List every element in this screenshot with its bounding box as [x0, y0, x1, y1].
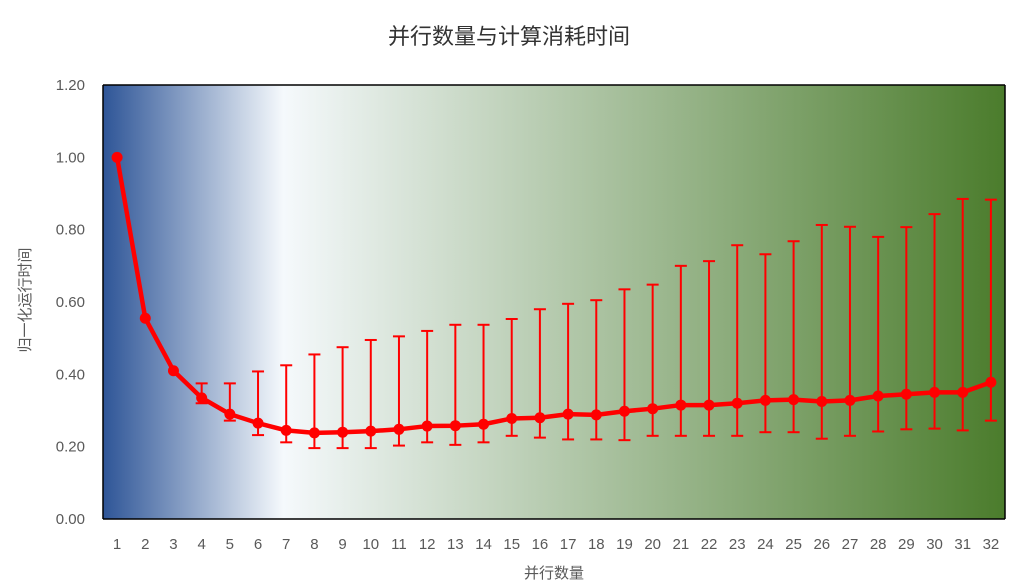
data-point [957, 386, 969, 398]
data-point [816, 395, 828, 407]
x-tick-label: 19 [616, 536, 633, 553]
y-tick-label: 0.00 [56, 511, 85, 528]
x-tick-label: 8 [310, 536, 318, 553]
x-tick-label: 24 [757, 536, 774, 553]
x-tick-label: 26 [813, 536, 830, 553]
x-tick-label: 17 [560, 536, 577, 553]
plot-area [103, 85, 1005, 519]
data-point [618, 405, 630, 417]
data-point [534, 412, 546, 424]
x-tick-label: 7 [282, 536, 290, 553]
data-point [844, 394, 856, 406]
x-tick-label: 21 [673, 536, 690, 553]
x-tick-label: 18 [588, 536, 605, 553]
data-point [393, 423, 405, 435]
data-point [196, 392, 208, 404]
x-tick-label: 27 [842, 536, 859, 553]
data-point [985, 376, 997, 388]
data-point [675, 399, 687, 411]
data-point [562, 408, 574, 420]
y-tick-label: 0.40 [56, 366, 85, 383]
data-points [111, 151, 997, 439]
x-tick-label: 16 [532, 536, 549, 553]
y-tick-label: 1.00 [56, 149, 85, 166]
x-tick-label: 28 [870, 536, 887, 553]
y-tick-labels: 0.00 0.20 0.40 0.60 0.80 1.00 1.20 [56, 77, 85, 528]
data-point [139, 312, 151, 324]
data-point [224, 408, 236, 420]
data-point [252, 417, 264, 429]
x-tick-label: 3 [169, 536, 177, 553]
x-tick-label: 23 [729, 536, 746, 553]
x-tick-label: 30 [926, 536, 943, 553]
data-point [647, 403, 659, 415]
x-tick-label: 1 [113, 536, 121, 553]
data-point [421, 420, 433, 432]
x-tick-label: 5 [226, 536, 234, 553]
x-tick-label: 15 [503, 536, 520, 553]
y-tick-label: 0.80 [56, 222, 85, 239]
x-tick-label: 25 [785, 536, 802, 553]
data-point [872, 390, 884, 402]
x-axis-title: 并行数量 [524, 564, 584, 582]
x-tick-label: 2 [141, 536, 149, 553]
x-tick-label: 11 [391, 536, 407, 553]
chart-title: 并行数量与计算消耗时间 [388, 25, 630, 50]
data-point [111, 151, 123, 163]
y-tick-label: 0.60 [56, 294, 85, 311]
x-tick-label: 31 [954, 536, 971, 553]
x-tick-label: 14 [475, 536, 492, 553]
data-point [365, 425, 377, 437]
data-point [167, 365, 179, 377]
data-point [703, 399, 715, 411]
x-tick-label: 32 [983, 536, 1000, 553]
x-tick-label: 22 [701, 536, 718, 553]
y-axis-title: 归一化运行时间 [16, 247, 34, 352]
x-tick-label: 10 [362, 536, 379, 553]
y-tick-label: 0.20 [56, 439, 85, 456]
x-tick-labels: 1 2 3 4 5 6 7 8 9 10 11 12 13 14 15 16 17 18 19 20 21 22 23 24 2… [113, 536, 999, 553]
data-point [337, 426, 349, 438]
x-tick-label: 9 [338, 536, 346, 553]
data-point [759, 394, 771, 406]
x-tick-label: 13 [447, 536, 464, 553]
data-point [731, 397, 743, 409]
x-tick-label: 29 [898, 536, 915, 553]
data-point [929, 386, 941, 398]
data-point [280, 424, 292, 436]
data-point [506, 412, 518, 424]
data-point [900, 388, 912, 400]
x-tick-label: 12 [419, 536, 436, 553]
y-tick-label: 1.20 [56, 77, 85, 94]
data-point [788, 394, 800, 406]
x-tick-label: 4 [197, 536, 205, 553]
x-tick-label: 20 [644, 536, 661, 553]
data-point [590, 409, 602, 421]
x-tick-label: 6 [254, 536, 262, 553]
data-point [308, 427, 320, 439]
data-point [478, 418, 490, 430]
data-point [449, 420, 461, 432]
